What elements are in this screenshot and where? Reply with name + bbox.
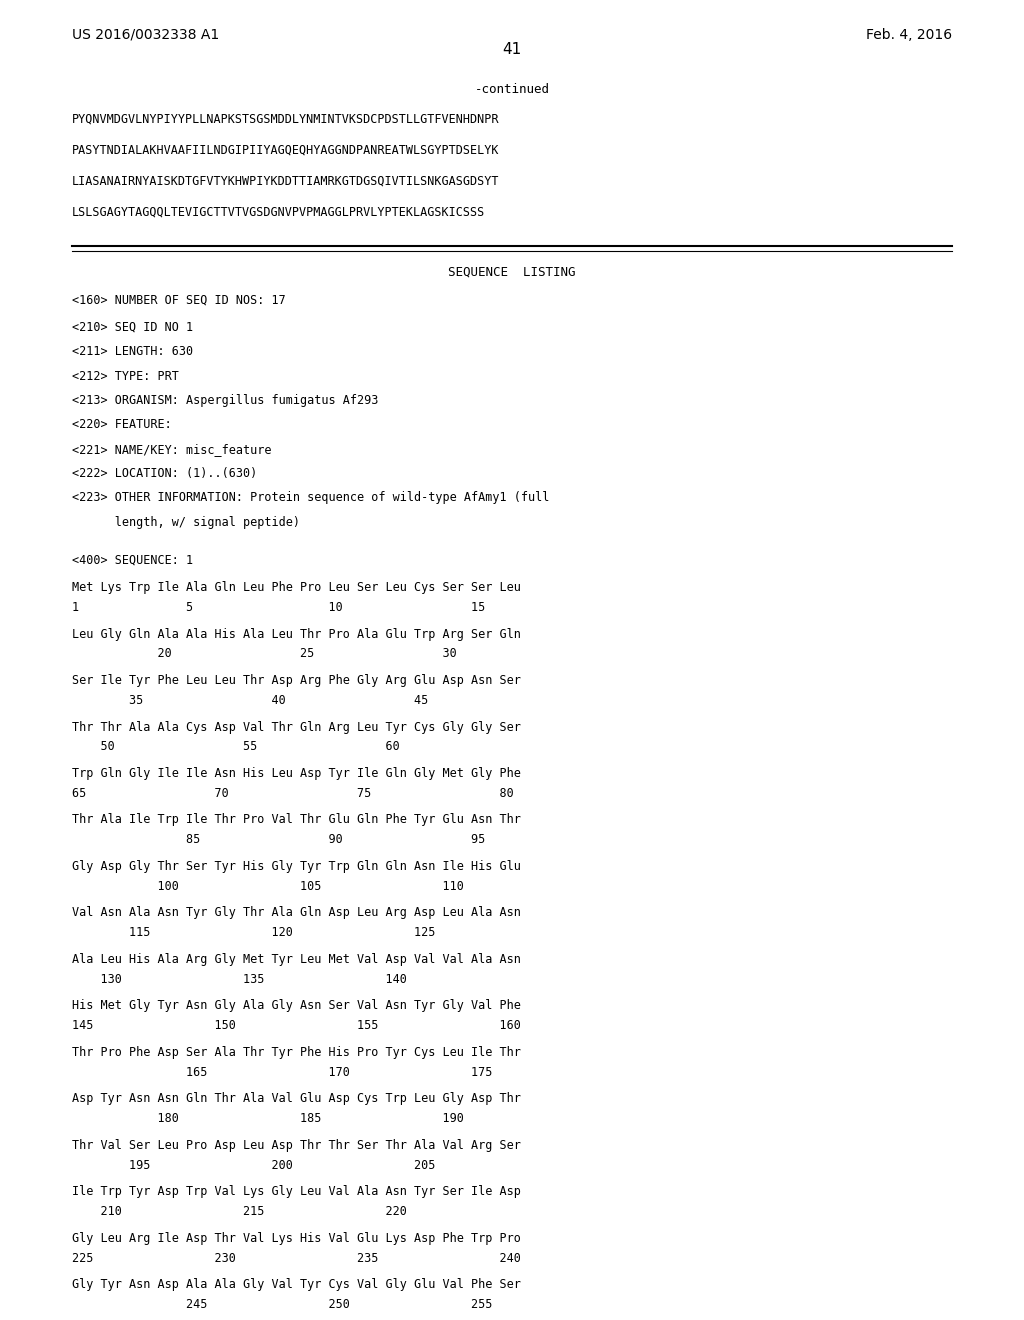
Text: SEQUENCE  LISTING: SEQUENCE LISTING [449, 265, 575, 279]
Text: <223> OTHER INFORMATION: Protein sequence of wild-type AfAmy1 (full: <223> OTHER INFORMATION: Protein sequenc… [72, 491, 549, 504]
Text: Thr Val Ser Leu Pro Asp Leu Asp Thr Thr Ser Thr Ala Val Arg Ser: Thr Val Ser Leu Pro Asp Leu Asp Thr Thr … [72, 1139, 520, 1152]
Text: Gly Tyr Asn Asp Ala Ala Gly Val Tyr Cys Val Gly Glu Val Phe Ser: Gly Tyr Asn Asp Ala Ala Gly Val Tyr Cys … [72, 1278, 520, 1291]
Text: <222> LOCATION: (1)..(630): <222> LOCATION: (1)..(630) [72, 467, 257, 480]
Text: 50                  55                  60: 50 55 60 [72, 741, 399, 754]
Text: LIASANAIRNYAISKDTGFVTYKНWPIYKDDTTIAMRKGTDGSQIVTILSNKGASGDSYT: LIASANAIRNYAISKDTGFVTYKНWPIYKDDTTIAMRKGT… [72, 174, 499, 187]
Text: Asp Tyr Asn Asn Gln Thr Ala Val Glu Asp Cys Trp Leu Gly Asp Thr: Asp Tyr Asn Asn Gln Thr Ala Val Glu Asp … [72, 1093, 520, 1105]
Text: Thr Ala Ile Trp Ile Thr Pro Val Thr Glu Gln Phe Tyr Glu Asn Thr: Thr Ala Ile Trp Ile Thr Pro Val Thr Glu … [72, 813, 520, 826]
Text: <210> SEQ ID NO 1: <210> SEQ ID NO 1 [72, 321, 193, 334]
Text: Trp Gln Gly Ile Ile Asn His Leu Asp Tyr Ile Gln Gly Met Gly Phe: Trp Gln Gly Ile Ile Asn His Leu Asp Tyr … [72, 767, 520, 780]
Text: <212> TYPE: PRT: <212> TYPE: PRT [72, 370, 178, 383]
Text: 85                  90                  95: 85 90 95 [72, 833, 485, 846]
Text: US 2016/0032338 A1: US 2016/0032338 A1 [72, 28, 219, 42]
Text: 35                  40                  45: 35 40 45 [72, 694, 428, 708]
Text: <220> FEATURE:: <220> FEATURE: [72, 418, 171, 432]
Text: 115                 120                 125: 115 120 125 [72, 927, 435, 940]
Text: length, w/ signal peptide): length, w/ signal peptide) [72, 516, 300, 529]
Text: <400> SEQUENCE: 1: <400> SEQUENCE: 1 [72, 553, 193, 566]
Text: 245                 250                 255: 245 250 255 [72, 1299, 493, 1311]
Text: <211> LENGTH: 630: <211> LENGTH: 630 [72, 346, 193, 358]
Text: LSLSGAGYTAGQQLTEVIGCTTVTVGSDGNVPVPMAGGLPRVLYPTEKLAGSKICSSS: LSLSGAGYTAGQQLTEVIGCTTVTVGSDGNVPVPMAGGLP… [72, 206, 485, 219]
Text: Ala Leu His Ala Arg Gly Met Tyr Leu Met Val Asp Val Val Ala Asn: Ala Leu His Ala Arg Gly Met Tyr Leu Met … [72, 953, 520, 966]
Text: Feb. 4, 2016: Feb. 4, 2016 [866, 28, 952, 42]
Text: 225                 230                 235                 240: 225 230 235 240 [72, 1251, 520, 1265]
Text: <221> NAME/KEY: misc_feature: <221> NAME/KEY: misc_feature [72, 442, 271, 455]
Text: 20                  25                  30: 20 25 30 [72, 647, 457, 660]
Text: Thr Thr Ala Ala Cys Asp Val Thr Gln Arg Leu Tyr Cys Gly Gly Ser: Thr Thr Ala Ala Cys Asp Val Thr Gln Arg … [72, 721, 520, 734]
Text: <160> NUMBER OF SEQ ID NOS: 17: <160> NUMBER OF SEQ ID NOS: 17 [72, 293, 286, 306]
Text: 1               5                   10                  15: 1 5 10 15 [72, 601, 485, 614]
Text: PYQNVMDGVLNYPIYYPLLNAPKSTSGSMDDLYNMINTVKSDCPDSTLLGTFVENHDNPR: PYQNVMDGVLNYPIYYPLLNAPKSTSGSMDDLYNMINTVK… [72, 114, 499, 125]
Text: 100                 105                 110: 100 105 110 [72, 880, 464, 892]
Text: <213> ORGANISM: Aspergillus fumigatus Af293: <213> ORGANISM: Aspergillus fumigatus Af… [72, 393, 378, 407]
Text: 210                 215                 220: 210 215 220 [72, 1205, 407, 1218]
Text: Gly Asp Gly Thr Ser Tyr His Gly Tyr Trp Gln Gln Asn Ile His Glu: Gly Asp Gly Thr Ser Tyr His Gly Tyr Trp … [72, 859, 520, 873]
Text: Leu Gly Gln Ala Ala His Ala Leu Thr Pro Ala Glu Trp Arg Ser Gln: Leu Gly Gln Ala Ala His Ala Leu Thr Pro … [72, 627, 520, 640]
Text: 180                 185                 190: 180 185 190 [72, 1113, 464, 1126]
Text: Thr Pro Phe Asp Ser Ala Thr Tyr Phe His Pro Tyr Cys Leu Ile Thr: Thr Pro Phe Asp Ser Ala Thr Tyr Phe His … [72, 1045, 520, 1059]
Text: 165                 170                 175: 165 170 175 [72, 1065, 493, 1078]
Text: -continued: -continued [474, 83, 550, 96]
Text: Met Lys Trp Ile Ala Gln Leu Phe Pro Leu Ser Leu Cys Ser Ser Leu: Met Lys Trp Ile Ala Gln Leu Phe Pro Leu … [72, 581, 520, 594]
Text: Gly Leu Arg Ile Asp Thr Val Lys His Val Glu Lys Asp Phe Trp Pro: Gly Leu Arg Ile Asp Thr Val Lys His Val … [72, 1232, 520, 1245]
Text: Ile Trp Tyr Asp Trp Val Lys Gly Leu Val Ala Asn Tyr Ser Ile Asp: Ile Trp Tyr Asp Trp Val Lys Gly Leu Val … [72, 1185, 520, 1199]
Text: 145                 150                 155                 160: 145 150 155 160 [72, 1019, 520, 1032]
Text: 130                 135                 140: 130 135 140 [72, 973, 407, 986]
Text: His Met Gly Tyr Asn Gly Ala Gly Asn Ser Val Asn Tyr Gly Val Phe: His Met Gly Tyr Asn Gly Ala Gly Asn Ser … [72, 999, 520, 1012]
Text: 195                 200                 205: 195 200 205 [72, 1159, 435, 1172]
Text: PASYTNDIALAKНVAAFIILNDGIPIIYAGQEQHYAGGNDPANREATWLSGYPTDSELYK: PASYTNDIALAKНVAAFIILNDGIPIIYAGQEQHYAGGND… [72, 144, 499, 157]
Text: Ser Ile Tyr Phe Leu Leu Thr Asp Arg Phe Gly Arg Glu Asp Asn Ser: Ser Ile Tyr Phe Leu Leu Thr Asp Arg Phe … [72, 675, 520, 686]
Text: Val Asn Ala Asn Tyr Gly Thr Ala Gln Asp Leu Arg Asp Leu Ala Asn: Val Asn Ala Asn Tyr Gly Thr Ala Gln Asp … [72, 907, 520, 920]
Text: 41: 41 [503, 42, 521, 57]
Text: 65                  70                  75                  80: 65 70 75 80 [72, 787, 513, 800]
